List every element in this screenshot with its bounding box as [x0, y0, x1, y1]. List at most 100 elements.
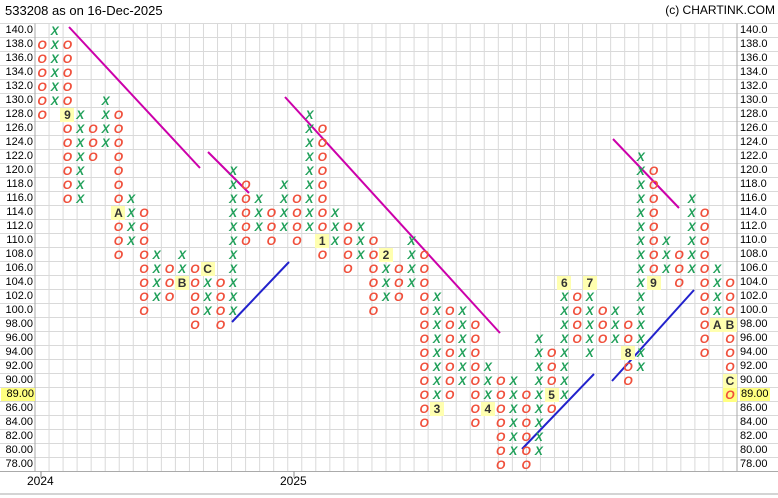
pnf-o-cell: O — [62, 65, 73, 80]
pnf-x-cell: X — [662, 247, 671, 262]
pnf-o-cell: O — [648, 205, 659, 220]
pnf-x-cell: X — [229, 261, 238, 276]
y-axis-label-right: 82.00 — [740, 430, 768, 442]
y-axis-label-right: 114.0 — [740, 206, 767, 218]
pnf-x-cell: X — [381, 261, 390, 276]
month-marker: 8 — [621, 345, 636, 360]
y-axis-label-left: 140.0 — [5, 24, 33, 36]
pnf-o-cell: O — [699, 317, 710, 332]
pnf-o-cell: O — [394, 275, 404, 290]
pnf-o-cell: O — [572, 289, 582, 304]
trendline-magenta-down — [68, 26, 201, 169]
pnf-x-cell: X — [254, 219, 263, 234]
pnf-o-cell: O — [37, 79, 47, 94]
pnf-o-cell: O — [623, 331, 633, 346]
pnf-o-cell: O — [419, 415, 429, 430]
trendline-magenta-down — [207, 151, 250, 194]
pnf-x-cell: X — [611, 303, 620, 318]
pnf-o-cell: O — [164, 289, 175, 304]
pnf-x-cell: X — [407, 261, 416, 276]
pnf-x-cell: X — [229, 177, 238, 192]
pnf-o-cell: O — [725, 345, 735, 360]
pnf-x-cell: X — [305, 177, 314, 192]
pnf-o-cell: O — [190, 261, 200, 276]
pnf-x-cell: X — [534, 429, 543, 444]
pnf-o-cell: O — [215, 303, 226, 318]
pnf-x-cell: X — [636, 289, 645, 304]
pnf-o-cell: O — [164, 275, 175, 290]
y-axis-label-right: 94.00 — [740, 346, 768, 358]
pnf-o-cell: O — [699, 247, 710, 262]
pnf-o-cell: O — [725, 275, 735, 290]
pnf-o-cell: O — [495, 443, 506, 458]
pnf-x-cell: X — [229, 289, 238, 304]
pnf-o-cell: O — [368, 233, 378, 248]
month-marker: C — [200, 261, 215, 276]
pnf-o-cell: O — [62, 79, 73, 94]
pnf-o-cell: O — [317, 219, 327, 234]
pnf-o-cell: O — [699, 303, 710, 318]
pnf-o-cell: O — [699, 205, 710, 220]
pnf-o-cell: O — [164, 261, 175, 276]
y-axis-label-right: 92.00 — [740, 360, 768, 372]
pnf-x-cell: X — [356, 219, 365, 234]
month-marker: B — [722, 317, 737, 332]
y-axis-label-right: 140.0 — [740, 24, 768, 36]
pnf-o-cell: O — [470, 415, 480, 430]
pnf-x-cell: X — [305, 205, 314, 220]
pnf-x-cell: X — [509, 443, 518, 458]
pnf-x-cell: X — [560, 345, 569, 360]
pnf-o-cell: O — [419, 289, 429, 304]
pnf-o-cell: O — [445, 359, 455, 374]
pnf-x-cell: X — [101, 135, 110, 150]
pnf-o-cell: O — [648, 191, 659, 206]
chart-title: 533208 as on 16-Dec-2025 — [5, 3, 163, 18]
pnf-o-cell: O — [445, 345, 455, 360]
pnf-o-cell: O — [419, 261, 429, 276]
pnf-o-cell: O — [139, 275, 149, 290]
pnf-o-cell: O — [597, 317, 608, 332]
pnf-x-cell: X — [331, 233, 340, 248]
pnf-x-cell: X — [458, 303, 467, 318]
pnf-x-cell: X — [76, 191, 85, 206]
pnf-x-cell: X — [483, 387, 492, 402]
pnf-o-cell: O — [648, 247, 659, 262]
y-axis-label-left: 116.0 — [6, 192, 33, 204]
pnf-o-cell: O — [572, 303, 582, 318]
pnf-o-cell: O — [139, 233, 149, 248]
pnf-o-cell: O — [266, 205, 276, 220]
y-axis-label-left: 110.0 — [6, 234, 33, 246]
pnf-x-cell: X — [229, 205, 238, 220]
month-marker: A — [710, 317, 725, 332]
pnf-o-cell: O — [317, 177, 327, 192]
pnf-x-cell: X — [534, 443, 543, 458]
pnf-o-cell: O — [241, 233, 251, 248]
pnf-o-cell: O — [597, 331, 608, 346]
pnf-x-cell: X — [229, 163, 238, 178]
pnf-o-cell: O — [317, 149, 327, 164]
pnf-o-cell: O — [419, 331, 429, 346]
pnf-x-cell: X — [636, 149, 645, 164]
pnf-x-cell: X — [127, 205, 136, 220]
y-axis-label-left: 138.0 — [5, 38, 33, 50]
pnf-o-cell: O — [546, 359, 557, 374]
pnf-o-cell: O — [317, 247, 327, 262]
pnf-o-cell: O — [317, 191, 327, 206]
pnf-x-cell: X — [381, 275, 390, 290]
month-marker: 4 — [480, 401, 495, 416]
pnf-x-cell: X — [636, 205, 645, 220]
y-axis-label-right: 86.00 — [740, 402, 768, 414]
pnf-o-cell: O — [343, 261, 353, 276]
y-axis-label-right: 132.0 — [740, 80, 768, 92]
pnf-o-cell: O — [266, 219, 276, 234]
pnf-x-cell: X — [203, 289, 212, 304]
y-axis-label-right: 78.00 — [740, 458, 768, 470]
pnf-o-cell: O — [725, 303, 735, 318]
pnf-x-cell: X — [229, 247, 238, 262]
y-axis-label-right: 90.00 — [740, 374, 768, 386]
month-marker: 7 — [582, 275, 597, 290]
y-axis-label-left: 78.00 — [5, 458, 33, 470]
y-axis-label-left: 96.00 — [5, 332, 33, 344]
pnf-o-cell: O — [292, 205, 302, 220]
